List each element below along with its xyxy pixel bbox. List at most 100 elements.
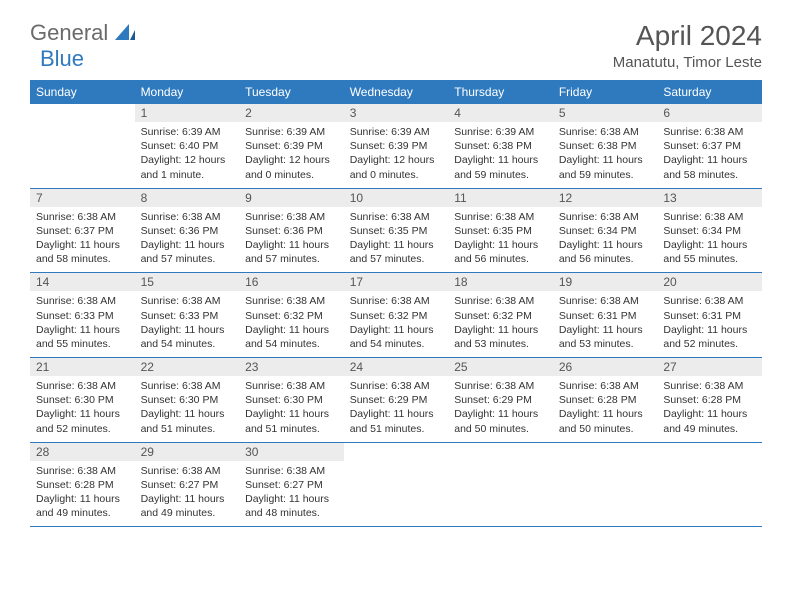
sunset-text: Sunset: 6:32 PM <box>350 309 443 323</box>
day-number: 5 <box>553 104 658 122</box>
daylight-text: Daylight: 11 hours and 55 minutes. <box>36 323 129 351</box>
sunrise-text: Sunrise: 6:38 AM <box>663 125 756 139</box>
logo-word-general: General Blue <box>30 20 135 72</box>
day-number: 11 <box>448 189 553 207</box>
calendar-cell: 16Sunrise: 6:38 AMSunset: 6:32 PMDayligh… <box>239 273 344 358</box>
calendar-cell: 23Sunrise: 6:38 AMSunset: 6:30 PMDayligh… <box>239 358 344 443</box>
day-details: Sunrise: 6:38 AMSunset: 6:28 PMDaylight:… <box>30 461 135 527</box>
sunset-text: Sunset: 6:29 PM <box>350 393 443 407</box>
day-details: Sunrise: 6:38 AMSunset: 6:36 PMDaylight:… <box>239 207 344 273</box>
calendar-cell: 4Sunrise: 6:39 AMSunset: 6:38 PMDaylight… <box>448 104 553 188</box>
sunrise-text: Sunrise: 6:38 AM <box>245 294 338 308</box>
day-number: 27 <box>657 358 762 376</box>
day-details: Sunrise: 6:38 AMSunset: 6:33 PMDaylight:… <box>30 291 135 357</box>
daylight-text: Daylight: 12 hours and 0 minutes. <box>350 153 443 181</box>
weekday-header: Wednesday <box>344 80 449 104</box>
sunset-text: Sunset: 6:37 PM <box>36 224 129 238</box>
calendar-cell: 19Sunrise: 6:38 AMSunset: 6:31 PMDayligh… <box>553 273 658 358</box>
calendar-cell: 13Sunrise: 6:38 AMSunset: 6:34 PMDayligh… <box>657 188 762 273</box>
day-number: 29 <box>135 443 240 461</box>
calendar-week-row: 14Sunrise: 6:38 AMSunset: 6:33 PMDayligh… <box>30 273 762 358</box>
sunset-text: Sunset: 6:32 PM <box>454 309 547 323</box>
calendar-cell: 18Sunrise: 6:38 AMSunset: 6:32 PMDayligh… <box>448 273 553 358</box>
day-number: 16 <box>239 273 344 291</box>
sunset-text: Sunset: 6:28 PM <box>559 393 652 407</box>
sunrise-text: Sunrise: 6:38 AM <box>559 210 652 224</box>
day-details: Sunrise: 6:38 AMSunset: 6:29 PMDaylight:… <box>344 376 449 442</box>
daylight-text: Daylight: 11 hours and 52 minutes. <box>663 323 756 351</box>
daylight-text: Daylight: 11 hours and 56 minutes. <box>454 238 547 266</box>
sunrise-text: Sunrise: 6:38 AM <box>350 294 443 308</box>
daylight-text: Daylight: 11 hours and 54 minutes. <box>350 323 443 351</box>
sunrise-text: Sunrise: 6:38 AM <box>36 210 129 224</box>
sunset-text: Sunset: 6:32 PM <box>245 309 338 323</box>
daylight-text: Daylight: 11 hours and 49 minutes. <box>141 492 234 520</box>
weekday-header: Friday <box>553 80 658 104</box>
day-number: 24 <box>344 358 449 376</box>
calendar-cell: 22Sunrise: 6:38 AMSunset: 6:30 PMDayligh… <box>135 358 240 443</box>
daylight-text: Daylight: 11 hours and 49 minutes. <box>663 407 756 435</box>
day-number: 14 <box>30 273 135 291</box>
day-details: Sunrise: 6:38 AMSunset: 6:31 PMDaylight:… <box>553 291 658 357</box>
day-number: 6 <box>657 104 762 122</box>
sunrise-text: Sunrise: 6:38 AM <box>663 379 756 393</box>
calendar-cell: 6Sunrise: 6:38 AMSunset: 6:37 PMDaylight… <box>657 104 762 188</box>
calendar-cell: 30Sunrise: 6:38 AMSunset: 6:27 PMDayligh… <box>239 442 344 527</box>
daylight-text: Daylight: 11 hours and 54 minutes. <box>141 323 234 351</box>
day-number: 19 <box>553 273 658 291</box>
sunrise-text: Sunrise: 6:38 AM <box>245 210 338 224</box>
daylight-text: Daylight: 11 hours and 51 minutes. <box>245 407 338 435</box>
sunset-text: Sunset: 6:28 PM <box>36 478 129 492</box>
calendar-cell <box>657 442 762 527</box>
day-number: 21 <box>30 358 135 376</box>
day-details: Sunrise: 6:38 AMSunset: 6:29 PMDaylight:… <box>448 376 553 442</box>
daylight-text: Daylight: 11 hours and 50 minutes. <box>454 407 547 435</box>
calendar-cell: 17Sunrise: 6:38 AMSunset: 6:32 PMDayligh… <box>344 273 449 358</box>
calendar-cell: 28Sunrise: 6:38 AMSunset: 6:28 PMDayligh… <box>30 442 135 527</box>
day-number: 25 <box>448 358 553 376</box>
sunrise-text: Sunrise: 6:38 AM <box>36 464 129 478</box>
day-details: Sunrise: 6:38 AMSunset: 6:27 PMDaylight:… <box>239 461 344 527</box>
sunset-text: Sunset: 6:38 PM <box>454 139 547 153</box>
day-details: Sunrise: 6:38 AMSunset: 6:33 PMDaylight:… <box>135 291 240 357</box>
daylight-text: Daylight: 11 hours and 57 minutes. <box>245 238 338 266</box>
calendar-cell: 14Sunrise: 6:38 AMSunset: 6:33 PMDayligh… <box>30 273 135 358</box>
calendar-cell: 3Sunrise: 6:39 AMSunset: 6:39 PMDaylight… <box>344 104 449 188</box>
day-number: 3 <box>344 104 449 122</box>
day-details: Sunrise: 6:38 AMSunset: 6:28 PMDaylight:… <box>553 376 658 442</box>
daylight-text: Daylight: 11 hours and 55 minutes. <box>663 238 756 266</box>
sunset-text: Sunset: 6:27 PM <box>141 478 234 492</box>
sunset-text: Sunset: 6:30 PM <box>141 393 234 407</box>
sunset-text: Sunset: 6:38 PM <box>559 139 652 153</box>
calendar-week-row: 28Sunrise: 6:38 AMSunset: 6:28 PMDayligh… <box>30 442 762 527</box>
sunrise-text: Sunrise: 6:38 AM <box>141 379 234 393</box>
month-year: April 2024 <box>613 20 762 52</box>
day-details: Sunrise: 6:38 AMSunset: 6:31 PMDaylight:… <box>657 291 762 357</box>
weekday-header: Monday <box>135 80 240 104</box>
calendar-cell: 20Sunrise: 6:38 AMSunset: 6:31 PMDayligh… <box>657 273 762 358</box>
calendar-cell: 10Sunrise: 6:38 AMSunset: 6:35 PMDayligh… <box>344 188 449 273</box>
sunrise-text: Sunrise: 6:38 AM <box>663 210 756 224</box>
daylight-text: Daylight: 11 hours and 53 minutes. <box>454 323 547 351</box>
day-details: Sunrise: 6:38 AMSunset: 6:37 PMDaylight:… <box>657 122 762 188</box>
sunrise-text: Sunrise: 6:38 AM <box>245 379 338 393</box>
sunrise-text: Sunrise: 6:38 AM <box>350 210 443 224</box>
sunrise-text: Sunrise: 6:39 AM <box>141 125 234 139</box>
day-details: Sunrise: 6:39 AMSunset: 6:39 PMDaylight:… <box>239 122 344 188</box>
day-details: Sunrise: 6:39 AMSunset: 6:38 PMDaylight:… <box>448 122 553 188</box>
day-details: Sunrise: 6:38 AMSunset: 6:32 PMDaylight:… <box>448 291 553 357</box>
daylight-text: Daylight: 11 hours and 53 minutes. <box>559 323 652 351</box>
calendar-cell: 27Sunrise: 6:38 AMSunset: 6:28 PMDayligh… <box>657 358 762 443</box>
sunrise-text: Sunrise: 6:38 AM <box>559 379 652 393</box>
sunset-text: Sunset: 6:33 PM <box>36 309 129 323</box>
weekday-header: Thursday <box>448 80 553 104</box>
day-number: 20 <box>657 273 762 291</box>
weekday-header-row: Sunday Monday Tuesday Wednesday Thursday… <box>30 80 762 104</box>
calendar-week-row: 1Sunrise: 6:39 AMSunset: 6:40 PMDaylight… <box>30 104 762 188</box>
sunset-text: Sunset: 6:39 PM <box>350 139 443 153</box>
sunrise-text: Sunrise: 6:38 AM <box>559 294 652 308</box>
calendar-body: 1Sunrise: 6:39 AMSunset: 6:40 PMDaylight… <box>30 104 762 527</box>
calendar-cell: 5Sunrise: 6:38 AMSunset: 6:38 PMDaylight… <box>553 104 658 188</box>
daylight-text: Daylight: 11 hours and 56 minutes. <box>559 238 652 266</box>
calendar-cell: 26Sunrise: 6:38 AMSunset: 6:28 PMDayligh… <box>553 358 658 443</box>
